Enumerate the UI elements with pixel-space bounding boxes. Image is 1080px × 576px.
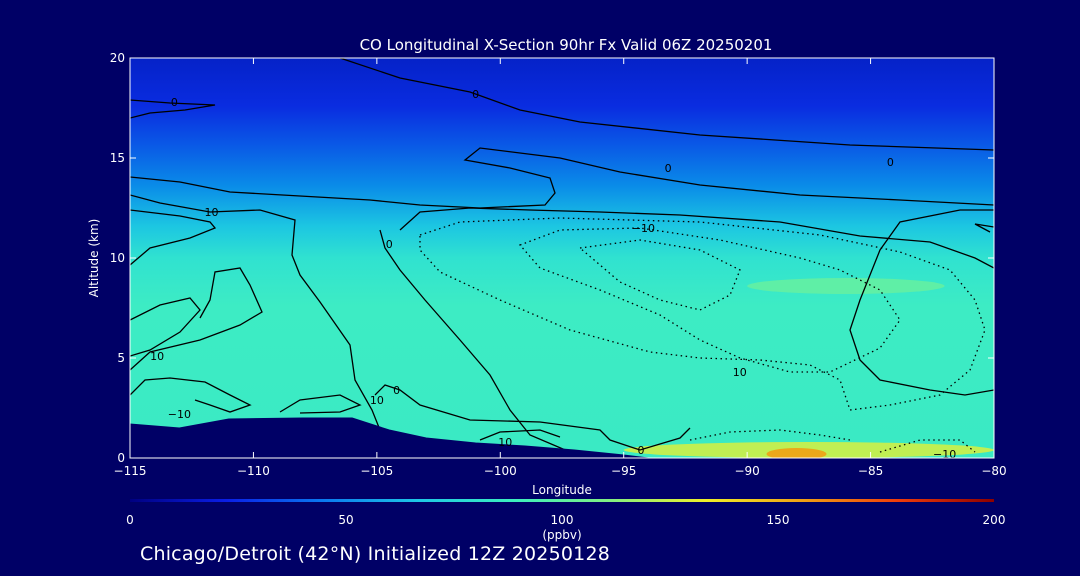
contour-label: 0: [386, 238, 393, 251]
contour-line: [130, 194, 381, 431]
x-tick-label: −100: [484, 464, 517, 478]
contour-label: 10: [733, 366, 747, 379]
contour-line: [849, 209, 994, 396]
contour-line: [479, 429, 561, 441]
contour-label: 0: [393, 384, 400, 397]
y-tick-label: 10: [110, 251, 125, 265]
contour-label: 10: [150, 350, 164, 363]
x-tick-label: −110: [237, 464, 270, 478]
contour-line: [379, 229, 571, 453]
x-axis-label: Longitude: [532, 483, 592, 497]
chart-title: CO Longitudinal X-Section 90hr Fx Valid …: [360, 36, 773, 54]
contour-label: 0: [171, 96, 178, 109]
colorbar-unit-label: (ppbv): [542, 528, 581, 542]
contour-line: [279, 394, 362, 414]
footer-caption: Chicago/Detroit (42°N) Initialized 12Z 2…: [140, 543, 611, 565]
x-tick-label: −95: [611, 464, 636, 478]
x-tick-label: −80: [981, 464, 1006, 478]
colorbar-ticks: 0 50 100 150 200: [126, 513, 1005, 527]
x-tick-label: −105: [360, 464, 393, 478]
contour-label: 10: [498, 436, 512, 449]
contour-line: [399, 207, 994, 269]
contour-label: −10: [632, 222, 655, 235]
contour-line: [130, 267, 263, 371]
contour-line: [130, 377, 252, 413]
colorbar: [130, 499, 994, 502]
contour-line: [974, 223, 994, 233]
x-axis: −115 −110 −105 −100 −95 −90 −85 −80: [114, 58, 1007, 478]
contour-line: [130, 209, 217, 266]
co-region-plume-east: [747, 278, 945, 294]
negative-contour-line: [419, 217, 986, 411]
co-region-surface-max: [766, 448, 827, 458]
colorbar-tick-label: 200: [983, 513, 1006, 527]
y-tick-label: 15: [110, 151, 125, 165]
contour-line: [130, 147, 994, 209]
x-tick-label: −115: [114, 464, 147, 478]
x-tick-label: −90: [734, 464, 759, 478]
y-tick-label: 0: [117, 451, 125, 465]
negative-contour-line: [578, 239, 741, 311]
colorbar-tick-label: 100: [551, 513, 574, 527]
contour-label: 10: [204, 206, 218, 219]
colorbar-tick-label: 0: [126, 513, 134, 527]
negative-contour-line: [879, 439, 976, 453]
y-tick-label: 20: [110, 51, 125, 65]
terrain-mask: [130, 417, 649, 458]
y-tick-label: 5: [117, 351, 125, 365]
contour-label: 0: [887, 156, 894, 169]
colorbar-tick-label: 150: [767, 513, 790, 527]
contour-line: [339, 58, 994, 151]
contour-label: 0: [472, 88, 479, 101]
contour-label: 10: [370, 394, 384, 407]
field-background: [130, 58, 994, 458]
contour-label: 0: [665, 162, 672, 175]
plot-area: 0 0 0 0 10 −10 0 10 10 0 10 −10 10 0 −10: [130, 58, 994, 461]
x-tick-label: −85: [858, 464, 883, 478]
negative-contour-line: [689, 429, 851, 441]
contour-line: [130, 99, 216, 119]
contour-line: [130, 297, 201, 357]
contour-label: 0: [637, 444, 644, 457]
colorbar-tick-label: 50: [338, 513, 353, 527]
y-axis-label: Altitude (km): [87, 219, 101, 298]
contour-line: [374, 384, 691, 451]
contour-label: −10: [168, 408, 191, 421]
y-axis: 0 5 10 15 20: [110, 51, 994, 465]
contour-label: −10: [933, 448, 956, 461]
